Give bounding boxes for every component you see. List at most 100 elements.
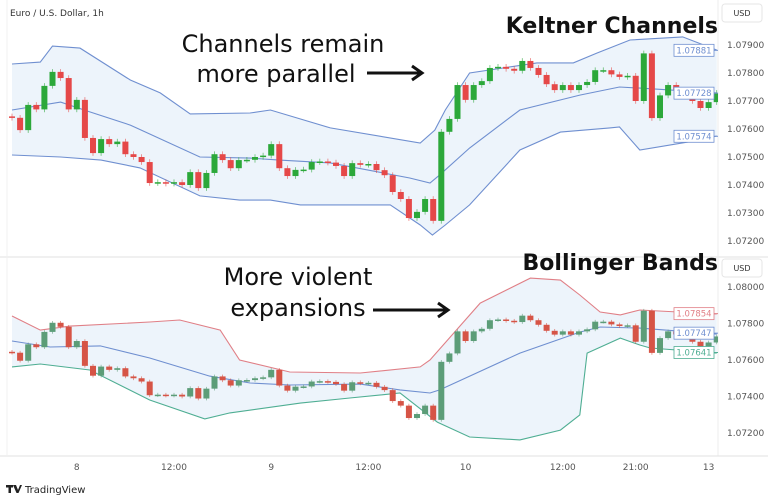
keltner-candle bbox=[235, 157, 242, 171]
candle-body bbox=[446, 353, 453, 362]
bollinger-candle bbox=[235, 378, 242, 388]
bollinger-candle bbox=[98, 364, 105, 378]
candle-body bbox=[333, 162, 339, 166]
keltner-candle bbox=[389, 172, 396, 195]
keltner-candle bbox=[252, 154, 258, 163]
candle-body bbox=[365, 164, 372, 166]
keltner-candle bbox=[665, 82, 672, 99]
candle-body bbox=[203, 172, 210, 189]
candle-body bbox=[422, 199, 429, 212]
keltner-candle bbox=[454, 82, 461, 122]
candle-body bbox=[179, 394, 186, 397]
candle-body bbox=[276, 369, 283, 386]
keltner-candle bbox=[179, 179, 186, 188]
candle-body bbox=[576, 331, 582, 335]
candle-body bbox=[106, 366, 113, 370]
keltner-candle bbox=[478, 78, 485, 88]
arrow-right-icon bbox=[367, 64, 425, 82]
price-tick-label: 1.07800 bbox=[727, 320, 764, 330]
keltner-candle bbox=[316, 158, 323, 165]
candle-body bbox=[697, 341, 704, 347]
keltner-band-fill bbox=[12, 36, 717, 236]
bollinger-candle bbox=[527, 313, 534, 323]
currency-button-top[interactable]: USD bbox=[721, 3, 763, 23]
keltner-candle bbox=[446, 116, 453, 135]
candle-body bbox=[17, 117, 24, 131]
currency-button-bottom[interactable]: USD bbox=[721, 258, 763, 278]
keltner-candle bbox=[146, 159, 153, 186]
bollinger-candle bbox=[657, 336, 663, 355]
bollinger-candle bbox=[365, 380, 372, 386]
bollinger-candle bbox=[713, 334, 718, 345]
candle-body bbox=[535, 67, 542, 75]
candle-body bbox=[268, 369, 275, 378]
bollinger-panel[interactable] bbox=[9, 277, 720, 441]
candle-body bbox=[535, 320, 542, 325]
candle-body bbox=[179, 182, 186, 185]
candle-body bbox=[130, 154, 137, 157]
bollinger-candle bbox=[171, 392, 177, 398]
keltner-candle bbox=[98, 136, 105, 156]
keltner-candle bbox=[25, 102, 32, 133]
keltner-candle bbox=[470, 82, 477, 103]
time-tick-label: 8 bbox=[74, 463, 80, 473]
keltner-candle bbox=[171, 179, 177, 187]
candle-body bbox=[300, 386, 307, 388]
keltner-candle bbox=[219, 151, 226, 163]
candle-body bbox=[543, 324, 550, 331]
bollinger-candle bbox=[138, 376, 145, 384]
candle-body bbox=[235, 160, 242, 169]
bollinger-candle bbox=[543, 322, 550, 333]
keltner-candle bbox=[495, 64, 501, 71]
candle-body bbox=[227, 380, 234, 386]
candle-body bbox=[640, 310, 647, 342]
candle-body bbox=[98, 139, 105, 154]
bollinger-candle bbox=[130, 374, 137, 381]
annotation-top-line1: Channels remain bbox=[182, 30, 385, 58]
keltner-candle bbox=[543, 72, 550, 87]
candle-body bbox=[665, 85, 672, 96]
candle-body bbox=[373, 382, 380, 387]
bollinger-candle bbox=[162, 392, 169, 398]
bollinger-candle bbox=[17, 350, 24, 363]
keltner-candle bbox=[422, 196, 429, 215]
annotation-top-line2: more parallel bbox=[196, 60, 355, 88]
candle-body bbox=[624, 75, 631, 78]
keltner-candle bbox=[511, 66, 518, 74]
bollinger-candle bbox=[324, 379, 331, 384]
price-axes[interactable]: 1.07900 1.07800 1.07700 1.07600 1.07500 1.074… bbox=[727, 41, 764, 439]
candle-body bbox=[576, 85, 582, 91]
keltner-candle bbox=[81, 97, 88, 141]
candle-body bbox=[543, 74, 550, 85]
bollinger-candle bbox=[600, 319, 607, 324]
keltner-panel[interactable] bbox=[9, 36, 720, 236]
candle-body bbox=[73, 99, 80, 110]
candle-body bbox=[171, 394, 177, 397]
candle-body bbox=[41, 85, 48, 110]
tradingview-logo[interactable]: TradingView bbox=[6, 485, 85, 496]
candle-body bbox=[195, 172, 202, 189]
keltner-candle bbox=[73, 97, 80, 113]
candle-body bbox=[567, 331, 574, 335]
candle-body bbox=[284, 168, 291, 177]
bollinger-candle bbox=[203, 386, 210, 401]
candle-body bbox=[90, 365, 96, 376]
candle-body bbox=[648, 53, 655, 119]
bollinger-candle bbox=[511, 318, 518, 324]
time-tick-label: 13 bbox=[703, 463, 714, 473]
price-tick-label: 1.08000 bbox=[727, 283, 764, 293]
candle-body bbox=[705, 102, 712, 108]
keltner-candle bbox=[333, 159, 339, 169]
time-axis[interactable]: 8 12:00 9 12:00 10 12:00 21:00 13 bbox=[74, 463, 714, 473]
candle-body bbox=[195, 388, 202, 399]
candle-body bbox=[608, 70, 615, 75]
keltner-upper-value-label: 1.07881 bbox=[673, 43, 718, 57]
candle-body bbox=[57, 71, 64, 79]
bollinger-candle bbox=[154, 392, 161, 398]
candle-body bbox=[414, 414, 420, 419]
keltner-candle bbox=[122, 138, 129, 157]
keltner-candle bbox=[616, 71, 623, 80]
candle-body bbox=[98, 366, 105, 376]
candle-body bbox=[584, 81, 591, 86]
